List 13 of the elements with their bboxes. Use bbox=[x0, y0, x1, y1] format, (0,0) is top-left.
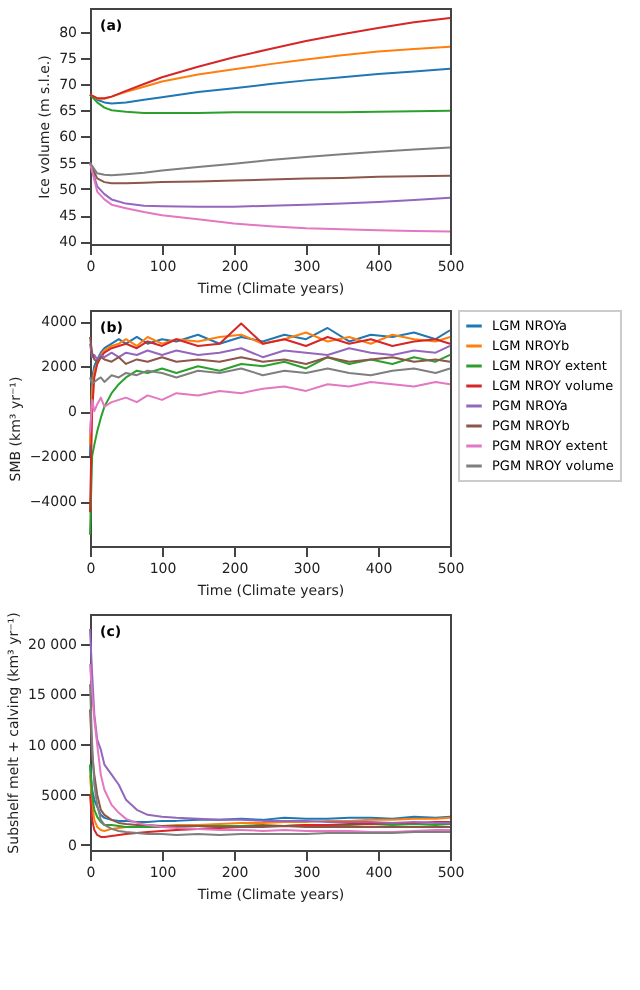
line-series bbox=[89, 161, 451, 233]
line-series bbox=[89, 335, 451, 365]
line-series bbox=[89, 342, 451, 361]
line-series bbox=[89, 628, 451, 824]
line-series bbox=[89, 353, 451, 536]
line-series bbox=[89, 45, 451, 100]
line-series bbox=[89, 708, 451, 828]
line-series bbox=[89, 367, 451, 386]
line-series bbox=[89, 380, 451, 435]
line-series bbox=[89, 16, 451, 100]
line-series bbox=[89, 322, 451, 514]
line-series bbox=[89, 93, 451, 114]
line-series bbox=[89, 146, 451, 177]
